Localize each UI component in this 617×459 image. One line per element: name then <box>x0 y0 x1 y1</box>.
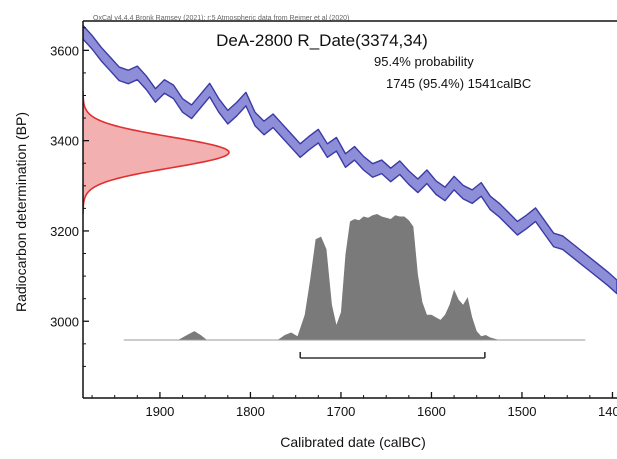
x-tick-label: 1500 <box>508 404 537 419</box>
x-tick-label: 1700 <box>326 404 355 419</box>
y-tick-label: 3400 <box>50 134 79 149</box>
header-note: OxCal v4.4.4 Bronk Ramsey (2021); r:5 At… <box>93 15 349 22</box>
x-axis-label: Calibrated date (calBC) <box>280 434 426 450</box>
radiocarbon-distribution-fill <box>83 90 229 214</box>
y-axis-label: Radiocarbon determination (BP) <box>13 112 29 312</box>
probability-label: 95.4% probability <box>374 54 474 69</box>
x-tick-label: 1400 <box>598 404 617 419</box>
plot-area <box>83 24 617 359</box>
y-tick-label: 3200 <box>50 224 79 239</box>
calibrated-distribution <box>83 214 586 340</box>
radiocarbon-distribution-line <box>83 90 230 214</box>
y-tick-label: 3000 <box>50 314 79 329</box>
x-tick-label: 1800 <box>236 404 265 419</box>
axis-ticks: 3000 3200 3400 3600 1900 1800 1700 1600 1500 1400 <box>50 27 617 419</box>
calibration-curve-band <box>83 24 617 295</box>
range-label: 1745 (95.4%) 1541calBC <box>386 76 531 91</box>
y-tick-label: 3600 <box>50 43 79 58</box>
chart-title: DeA-2800 R_Date(3374,34) <box>216 31 428 50</box>
x-tick-label: 1600 <box>417 404 446 419</box>
x-tick-label: 1900 <box>145 404 174 419</box>
